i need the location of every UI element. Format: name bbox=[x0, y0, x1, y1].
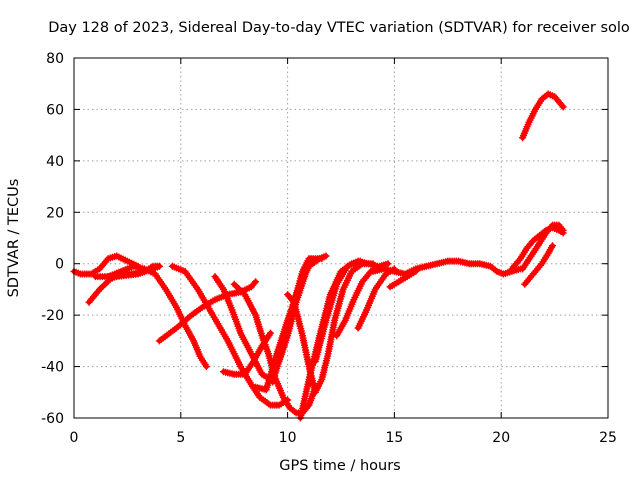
y-tick-label: -40 bbox=[41, 360, 64, 376]
y-tick-label: -60 bbox=[41, 411, 64, 427]
x-axis-label: GPS time / hours bbox=[279, 458, 400, 474]
series-arc-21 bbox=[519, 90, 567, 142]
series-arc-12 bbox=[284, 260, 377, 396]
series-arc-5 bbox=[155, 278, 260, 345]
x-tick-label: 10 bbox=[279, 430, 297, 446]
series-markers bbox=[311, 257, 381, 365]
y-tick-label: 0 bbox=[55, 257, 64, 273]
series-markers bbox=[521, 242, 556, 288]
y-axis-label: SDTVAR / TECUs bbox=[6, 179, 22, 298]
y-tick-label: 60 bbox=[46, 102, 64, 118]
series-arc-18 bbox=[386, 267, 420, 291]
series-markers bbox=[220, 329, 274, 378]
y-tick-label: 20 bbox=[46, 205, 64, 221]
y-tick-label: 40 bbox=[46, 154, 64, 170]
y-tick-label: 80 bbox=[46, 51, 64, 67]
series-arc-22 bbox=[521, 242, 556, 288]
x-tick-label: 5 bbox=[176, 430, 185, 446]
series-arc-14 bbox=[311, 257, 381, 365]
series-arc-6 bbox=[168, 262, 292, 409]
series-markers bbox=[519, 221, 567, 273]
series-arc-20 bbox=[519, 221, 567, 273]
x-tick-label: 15 bbox=[385, 430, 403, 446]
series-markers bbox=[519, 90, 567, 142]
y-tick-label: -20 bbox=[41, 308, 64, 324]
series-arc-17 bbox=[369, 257, 524, 278]
x-tick-label: 25 bbox=[599, 430, 617, 446]
series-arc-4 bbox=[104, 262, 210, 371]
plot-frame bbox=[73, 57, 609, 419]
axis-ticks: 0 5 10 15 20 25 -60 -40 -20 0 20 40 60 80 bbox=[41, 51, 617, 446]
series-markers bbox=[369, 257, 524, 278]
chart-title: Day 128 of 2023, Sidereal Day-to-day VTE… bbox=[48, 20, 630, 36]
x-tick-label: 20 bbox=[492, 430, 510, 446]
series-arc-16 bbox=[354, 265, 398, 332]
series-markers bbox=[354, 265, 398, 332]
x-tick-label: 0 bbox=[70, 430, 79, 446]
grid-lines bbox=[74, 58, 608, 418]
data-series-group bbox=[70, 90, 567, 422]
series-markers bbox=[386, 267, 420, 291]
